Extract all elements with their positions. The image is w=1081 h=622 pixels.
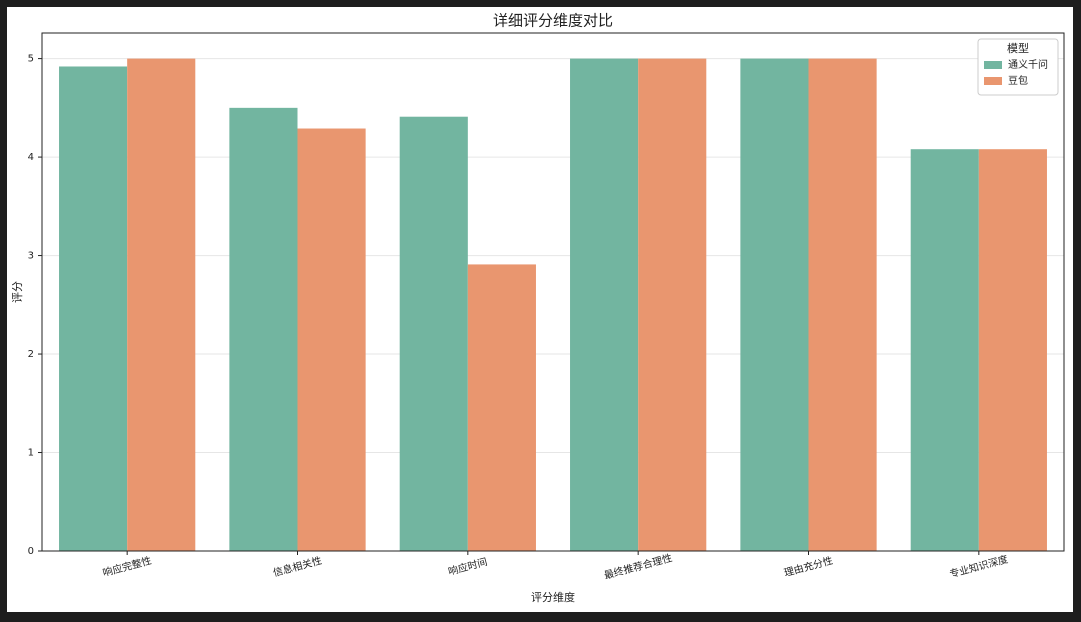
legend-swatch: [984, 77, 1002, 85]
bar: [467, 264, 536, 551]
y-tick-label: 4: [28, 152, 34, 163]
bar: [297, 128, 366, 551]
y-tick-label: 3: [28, 251, 34, 262]
y-axis-label: 评分: [11, 281, 24, 303]
legend-title: 模型: [1007, 41, 1029, 55]
y-tick-label: 0: [28, 546, 34, 557]
legend-label: 通义千问: [1008, 58, 1048, 71]
bar: [808, 58, 877, 552]
bar: [127, 58, 196, 552]
bar: [229, 107, 298, 551]
bar: [570, 58, 639, 552]
legend-label: 豆包: [1008, 74, 1028, 87]
bar: [740, 58, 809, 552]
y-tick-label: 1: [28, 448, 34, 459]
x-axis-label: 评分维度: [531, 590, 575, 604]
y-tick-label: 5: [28, 54, 34, 65]
plot-frame: [41, 32, 1065, 552]
chart-title: 详细评分维度对比: [493, 12, 613, 30]
y-tick-label: 2: [28, 349, 34, 360]
bar: [399, 116, 468, 552]
bar: [910, 149, 979, 551]
legend-swatch: [984, 61, 1002, 69]
bar: [638, 58, 707, 552]
bar: [978, 149, 1047, 551]
bar: [59, 66, 128, 552]
